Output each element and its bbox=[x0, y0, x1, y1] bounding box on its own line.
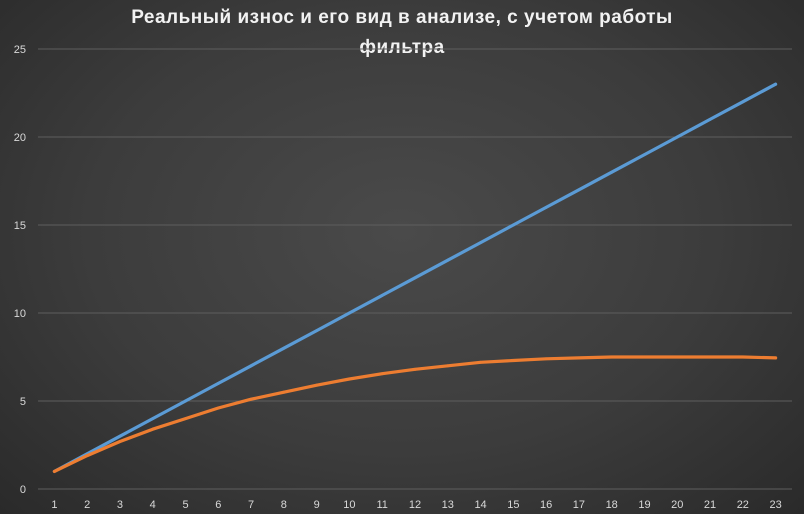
series-2-point bbox=[380, 372, 384, 376]
chart-title: Реальный износ и его вид в анализе, с уч… bbox=[0, 3, 804, 63]
series-1-point bbox=[643, 153, 646, 157]
series-2-point bbox=[446, 364, 450, 368]
series-2-point bbox=[348, 377, 351, 381]
x-tick-label: 1 bbox=[51, 499, 57, 511]
x-tick-label: 8 bbox=[281, 499, 287, 511]
x-tick-label: 6 bbox=[215, 499, 221, 511]
chart-title-line2: фильтра bbox=[359, 37, 445, 58]
series-1-point bbox=[511, 223, 515, 227]
series-2-point bbox=[741, 355, 745, 359]
series-2-point bbox=[184, 417, 187, 420]
series-2-point bbox=[282, 390, 286, 394]
series-2-point bbox=[85, 454, 89, 457]
series-1-point bbox=[348, 311, 351, 315]
y-tick-label: 5 bbox=[20, 396, 26, 408]
series-1-point bbox=[315, 329, 319, 332]
x-tick-label: 13 bbox=[442, 499, 454, 511]
y-tick-label: 10 bbox=[14, 308, 26, 320]
x-tick-label: 10 bbox=[343, 499, 355, 511]
series-1-point bbox=[216, 382, 220, 385]
series-1-point bbox=[774, 82, 778, 86]
x-tick-label: 3 bbox=[117, 499, 123, 511]
x-tick-label: 18 bbox=[606, 499, 618, 511]
y-tick-label: 20 bbox=[14, 132, 26, 144]
series-2-point bbox=[249, 397, 253, 401]
series-2-point bbox=[511, 359, 515, 362]
series-2-point bbox=[577, 356, 581, 360]
series-2-point bbox=[643, 355, 646, 359]
x-tick-label: 7 bbox=[248, 499, 254, 511]
series-2-point bbox=[315, 383, 319, 387]
series-2-point bbox=[52, 470, 56, 473]
series-1-point bbox=[708, 118, 712, 121]
chart-title-line1: Реальный износ и его вид в анализе, с уч… bbox=[131, 7, 673, 28]
y-tick-label: 25 bbox=[14, 44, 26, 56]
x-tick-label: 15 bbox=[507, 499, 519, 511]
x-tick-label: 20 bbox=[671, 499, 683, 511]
series-2-point bbox=[151, 427, 155, 431]
series-1-point bbox=[610, 170, 614, 174]
series-1-point bbox=[249, 364, 253, 368]
series-1-point bbox=[479, 241, 482, 245]
series-2-point bbox=[413, 367, 417, 371]
series-1-point bbox=[577, 188, 581, 192]
x-tick-label: 9 bbox=[314, 499, 320, 511]
x-tick-label: 2 bbox=[84, 499, 90, 511]
series-2-point bbox=[774, 356, 778, 360]
series-2-point bbox=[544, 357, 548, 361]
y-tick-label: 0 bbox=[20, 484, 26, 496]
x-tick-label: 11 bbox=[377, 499, 388, 511]
series-2-point bbox=[216, 406, 220, 410]
series-1-point bbox=[151, 417, 155, 420]
x-tick-label: 4 bbox=[150, 499, 156, 511]
series-1-point bbox=[544, 206, 548, 209]
series-1-point bbox=[184, 399, 187, 403]
series-1-point bbox=[675, 135, 679, 139]
x-tick-label: 21 bbox=[704, 499, 716, 511]
series-2-point bbox=[479, 360, 482, 364]
series-2-point bbox=[610, 355, 614, 359]
series-1-point bbox=[380, 294, 384, 297]
x-tick-label: 22 bbox=[737, 499, 749, 511]
series-1-point bbox=[118, 434, 122, 438]
x-tick-label: 12 bbox=[409, 499, 421, 511]
x-tick-label: 23 bbox=[769, 499, 781, 511]
series-1-point bbox=[741, 100, 745, 104]
x-tick-label: 17 bbox=[573, 499, 585, 511]
x-tick-label: 14 bbox=[474, 499, 486, 511]
series-2-point bbox=[675, 355, 679, 359]
series-1-point bbox=[282, 346, 286, 350]
series-2-point bbox=[708, 355, 712, 359]
y-tick-label: 15 bbox=[14, 220, 26, 232]
x-tick-label: 5 bbox=[182, 499, 188, 511]
x-tick-label: 16 bbox=[540, 499, 552, 511]
series-2-point bbox=[118, 440, 122, 443]
x-tick-label: 19 bbox=[638, 499, 650, 511]
series-1-point bbox=[413, 276, 417, 280]
series-1-point bbox=[446, 258, 450, 262]
